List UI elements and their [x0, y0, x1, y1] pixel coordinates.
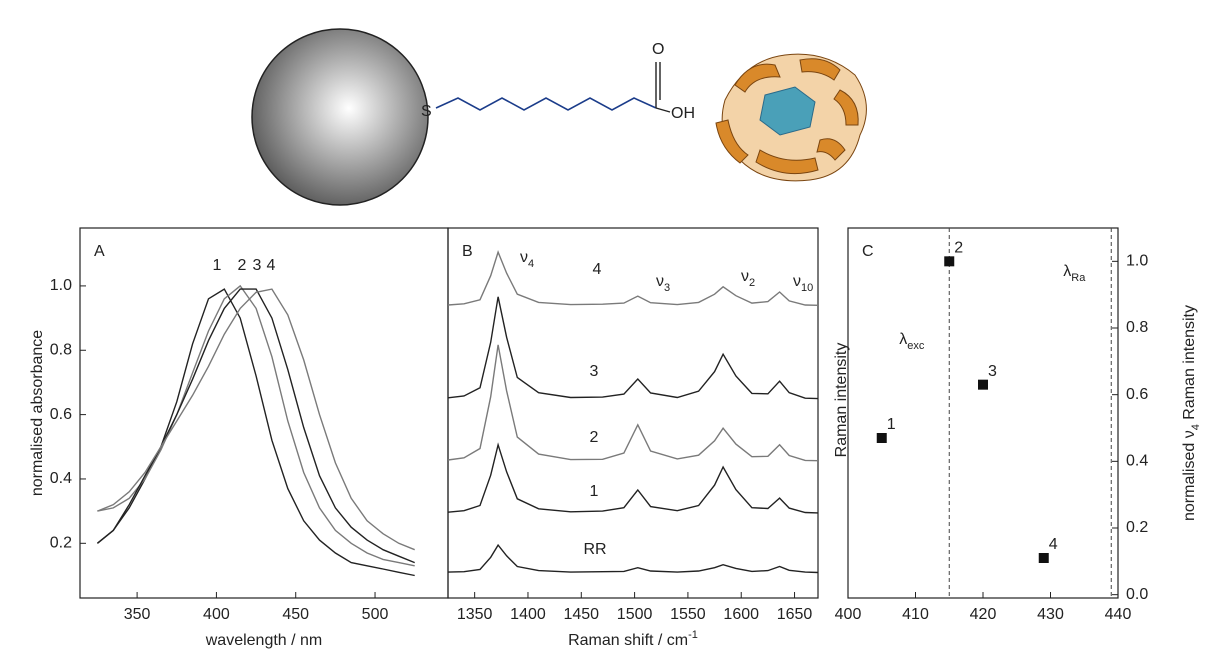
x-axis-label: Raman shift / cm-1: [568, 629, 698, 649]
text-part: 2: [749, 277, 755, 289]
y-tick-label: 0.4: [50, 470, 72, 487]
data-line: [447, 344, 819, 462]
y-axis-label: Raman intensity: [833, 343, 850, 458]
point-label: 3: [988, 363, 997, 380]
data-line: [447, 250, 819, 306]
series-label: 1: [213, 257, 222, 274]
x-tick-label: 500: [362, 606, 389, 623]
data-point: [978, 379, 988, 390]
data-line: [96, 288, 415, 564]
text-part: 10: [801, 282, 813, 294]
text-part: Raman shift / cm: [568, 632, 688, 649]
text-part: -1: [688, 629, 698, 641]
data-line: [97, 284, 415, 567]
peak-label: ν4: [520, 249, 534, 270]
x-tick-label: 1350: [457, 606, 493, 623]
x-tick-label: 1500: [617, 606, 653, 623]
y-tick-label: 0.2: [1126, 519, 1148, 536]
y-tick-label: 0.0: [1126, 586, 1148, 603]
peak-label: ν10: [793, 273, 813, 294]
x-tick-label: 440: [1105, 606, 1132, 623]
x-tick-label: 410: [902, 606, 929, 623]
x-axis-label: wavelength / nm: [205, 632, 323, 649]
text-part: 4: [528, 258, 534, 270]
x-tick-label: 350: [124, 606, 151, 623]
panel-label: A: [94, 243, 105, 260]
bond: [655, 107, 671, 113]
data-line: [447, 543, 819, 574]
x-tick-label: 1550: [670, 606, 706, 623]
molecule-diagram: S O OH: [251, 28, 867, 206]
text-part: 3: [664, 282, 670, 294]
series-label: 1: [590, 483, 599, 500]
text-part: λ: [899, 331, 907, 348]
data-point: [1038, 553, 1049, 563]
protein: [715, 53, 867, 182]
data-line: [96, 288, 415, 577]
x-tick-label: 450: [282, 606, 309, 623]
data-point: [876, 433, 887, 443]
x-tick-label: 400: [835, 606, 862, 623]
plot-frame: [79, 227, 449, 599]
series-label: 2: [238, 257, 247, 274]
x-tick-label: 1400: [510, 606, 546, 623]
y-axis-label: normalised absorbance: [29, 330, 46, 496]
series-label: 4: [593, 261, 602, 278]
peak-label: ν2: [741, 268, 755, 289]
y-tick-label: 0.8: [1126, 319, 1148, 336]
reference-label: λexc: [899, 331, 925, 352]
series-label: RR: [583, 541, 606, 558]
series-label: 2: [590, 429, 599, 446]
plot-frame: [447, 227, 819, 599]
atom-label: OH: [671, 105, 695, 122]
x-tick-label: 1650: [777, 606, 813, 623]
reference-label: λRa: [1063, 263, 1086, 284]
series-label: 3: [253, 257, 262, 274]
alkyl-chain: [435, 97, 657, 111]
point-label: 2: [954, 240, 963, 257]
peak-label: ν3: [656, 273, 670, 294]
point-label: 1: [887, 416, 896, 433]
y-tick-label: 0.2: [50, 535, 72, 552]
atom-label: O: [652, 41, 664, 58]
data-line: [97, 288, 415, 551]
y-tick-label: 0.6: [1126, 386, 1148, 403]
x-tick-label: 1600: [723, 606, 759, 623]
panel-label: C: [862, 243, 874, 260]
text-part: exc: [907, 340, 925, 352]
data-line: [447, 296, 819, 400]
text-part: 4: [1190, 424, 1202, 430]
x-tick-label: 420: [970, 606, 997, 623]
atom-label: S: [421, 103, 432, 120]
y-tick-label: 1.0: [1126, 253, 1148, 270]
point-label: 4: [1049, 536, 1058, 553]
x-tick-label: 1450: [563, 606, 599, 623]
panel-label: B: [462, 243, 473, 260]
y2-axis-label: normalised ν4 Raman intensity: [1181, 305, 1202, 521]
text-part: Ra: [1071, 272, 1086, 284]
text-part: λ: [1063, 263, 1071, 280]
y-tick-label: 0.4: [1126, 453, 1148, 470]
x-tick-label: 430: [1037, 606, 1064, 623]
nanoparticle: [251, 28, 429, 206]
text-part: ν: [656, 273, 664, 290]
y-tick-label: 0.6: [50, 406, 72, 423]
text-part: ν: [793, 273, 801, 290]
data-line: [447, 442, 819, 514]
series-label: 3: [590, 363, 599, 380]
text-part: ν: [741, 268, 749, 285]
series-label: 4: [267, 257, 276, 274]
text-part: Raman intensity: [1181, 305, 1198, 424]
y-tick-label: 1.0: [50, 277, 72, 294]
x-tick-label: 400: [203, 606, 230, 623]
text-part: normalised ν: [1181, 430, 1198, 521]
text-part: ν: [520, 249, 528, 266]
panels: A 350 400 450 500 0.2 0.4 0.6 0.8 1.0 wavelength /…: [29, 227, 1202, 649]
data-point: [944, 256, 955, 267]
y-tick-label: 0.8: [50, 341, 72, 358]
